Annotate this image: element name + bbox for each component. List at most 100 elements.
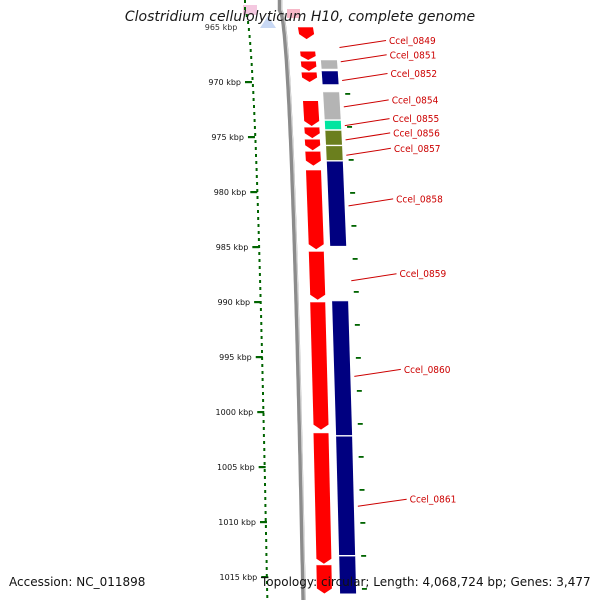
gene-label: Ccel_0860: [404, 365, 451, 376]
gene-label: Ccel_0861: [410, 495, 457, 506]
scale-dot: [259, 294, 262, 297]
minor-tick: [360, 522, 366, 524]
scale-dot: [265, 532, 267, 535]
scale-dot: [256, 203, 259, 206]
scale-dot: [264, 504, 267, 507]
tick-mark: [250, 191, 258, 194]
scale-dot: [256, 182, 259, 185]
tick-label: 995 kbp: [219, 353, 252, 362]
scale-dot: [264, 490, 267, 493]
tick-mark: [261, 576, 269, 579]
map-title: Clostridium cellulolyticum H10, complete…: [124, 9, 476, 25]
gene-labels-layer: Ccel_0849 Ccel_0851 Ccel_0852 Ccel_0854 Ccel…: [339, 36, 457, 507]
tick-label: 1010 kbp: [218, 518, 256, 527]
minor-tick: [356, 390, 362, 392]
forward-gene: [300, 61, 317, 71]
gene-label-leader: [348, 198, 394, 207]
scale-dot: [265, 553, 268, 556]
tick-mark: [254, 301, 262, 304]
forward-gene: [305, 151, 321, 166]
forward-gene: [316, 564, 332, 594]
scale-dot: [251, 70, 254, 73]
scale-dot: [258, 266, 261, 269]
reverse-gene: [326, 161, 347, 246]
minor-tick: [353, 291, 359, 293]
scale-dot: [245, 14, 248, 17]
tick-mark: [255, 356, 263, 359]
tick-label: 985 kbp: [216, 243, 249, 252]
scale-dot: [252, 91, 255, 94]
scale-dot: [264, 511, 267, 514]
scale-dot: [250, 63, 253, 66]
tick-label: 975 kbp: [211, 133, 244, 142]
scale-dot: [255, 175, 258, 178]
gene-label-leader: [354, 368, 401, 377]
scale-dot: [259, 287, 262, 290]
gene-label: Ccel_0856: [393, 128, 440, 139]
gene-label: Ccel_0854: [392, 95, 439, 106]
forward-strand-layer: [297, 26, 332, 594]
tick-label: 990 kbp: [218, 298, 251, 307]
gene-label-leader: [339, 40, 387, 48]
tick-label-965-kbp: 965 kbp: [205, 23, 238, 32]
scale-dot: [263, 476, 266, 479]
scale-dot: [264, 483, 266, 486]
minor-tick: [357, 423, 363, 425]
tick-mark: [247, 136, 255, 139]
scale-dot: [253, 105, 255, 108]
minor-tick: [347, 126, 353, 128]
scale-dot: [259, 308, 262, 311]
forward-gene: [308, 251, 326, 300]
minor-tick: [350, 192, 356, 194]
scale-dot: [255, 154, 257, 157]
scale-dot: [260, 322, 263, 325]
scale-dot: [248, 35, 251, 38]
gene-label: Ccel_0855: [393, 114, 440, 125]
scale-dot: [257, 224, 260, 227]
scale-dot: [254, 147, 257, 150]
scale-dot: [265, 546, 268, 549]
tick-label: 970 kbp: [208, 78, 241, 87]
scale-dot: [265, 567, 268, 570]
scale-dot: [260, 329, 263, 332]
forward-gene: [301, 72, 318, 82]
backbone-highlight: [281, 0, 306, 600]
forward-gene: [297, 27, 315, 40]
accession-caption: Accession: NC_011898: [9, 575, 146, 589]
gene-label-leader: [343, 99, 389, 108]
gene-label: Ccel_0858: [396, 194, 443, 205]
scale-dot: [264, 518, 267, 521]
scale-dot: [251, 77, 254, 80]
scale-dot: [261, 371, 264, 374]
scale-dot: [258, 252, 261, 255]
gene-label-leader: [351, 273, 397, 282]
scale-dot: [266, 588, 269, 591]
gene-label-leader: [344, 118, 390, 127]
minor-tick: [348, 159, 354, 161]
forward-gene: [310, 302, 329, 430]
scale-dot: [258, 259, 261, 262]
scale-dot: [257, 210, 259, 213]
scale-dot: [262, 399, 265, 402]
reverse-gene: [321, 71, 339, 85]
scale-dot: [253, 112, 256, 115]
scale-dot: [264, 497, 267, 500]
scale-dot: [265, 539, 268, 542]
scale-dot: [263, 441, 266, 444]
forward-gene: [304, 127, 320, 139]
scale-dot: [253, 119, 256, 122]
scale-dot: [263, 455, 266, 458]
gene-label: Ccel_0851: [390, 50, 437, 61]
gene-label-leader: [342, 73, 388, 81]
minor-tick: [358, 456, 364, 458]
scale-dot: [257, 231, 260, 234]
scale-dot: [254, 133, 257, 136]
scale-dot: [255, 168, 258, 171]
scale-dot: [258, 273, 261, 276]
scale-dot: [262, 392, 264, 395]
scale-dot: [260, 336, 263, 339]
scale-dot: [255, 161, 258, 164]
scale-dot: [260, 315, 263, 318]
backbone-curve: [277, 0, 306, 600]
